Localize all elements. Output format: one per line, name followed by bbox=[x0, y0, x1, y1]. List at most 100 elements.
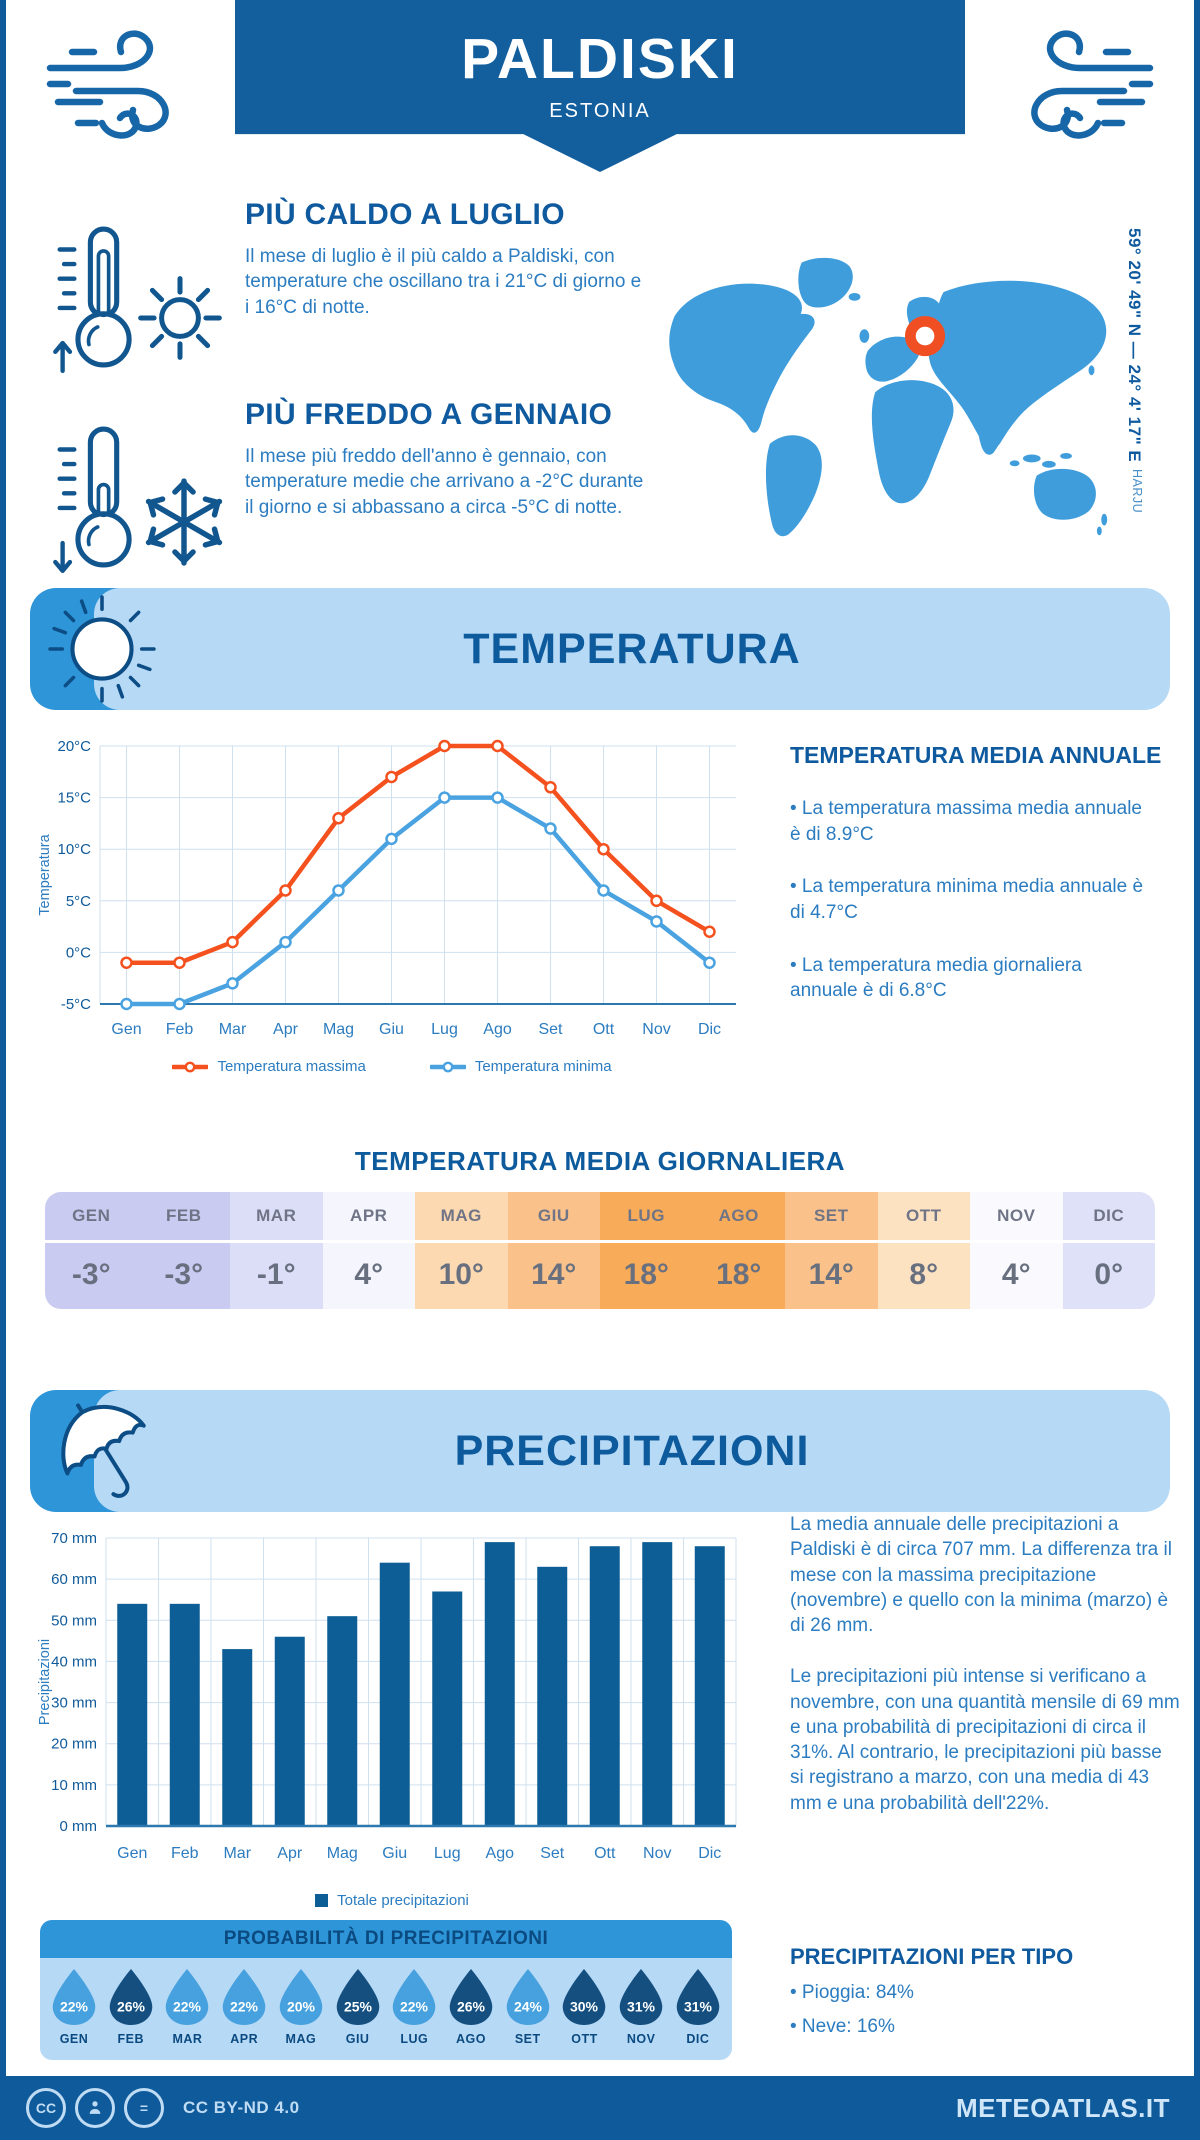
x-tick-label: Apr bbox=[273, 1021, 299, 1038]
droplet-item: 26% FEB bbox=[105, 1968, 157, 2046]
month-label: MAG bbox=[415, 1192, 508, 1243]
data-point bbox=[438, 791, 451, 804]
x-tick-label: Mag bbox=[327, 1845, 358, 1862]
month-column: NOV 4° bbox=[970, 1192, 1063, 1309]
x-tick-label: Gen bbox=[117, 1845, 147, 1862]
license-label: CC BY-ND 4.0 bbox=[183, 2098, 300, 2117]
data-point bbox=[491, 791, 504, 804]
data-point bbox=[597, 884, 610, 897]
precipitation-section-banner: PRECIPITAZIONI bbox=[30, 1390, 1170, 1512]
droplet-month-label: APR bbox=[230, 2032, 259, 2046]
droplet-month-label: MAG bbox=[285, 2032, 317, 2046]
x-tick-label: Giu bbox=[382, 1845, 407, 1862]
y-tick-label: 10 mm bbox=[51, 1777, 97, 1794]
coldest-month-block: PIÙ FREDDO A GENNAIO Il mese più freddo … bbox=[48, 398, 648, 573]
droplet-item: 25% GIU bbox=[332, 1968, 384, 2046]
wind-icon bbox=[1031, 30, 1154, 139]
droplet-icon: 22% bbox=[52, 1968, 96, 2026]
bar bbox=[432, 1591, 463, 1826]
warmest-month-title: PIÙ CALDO A LUGLIO bbox=[245, 198, 565, 231]
y-tick-label: 0 mm bbox=[60, 1818, 98, 1835]
data-point bbox=[491, 739, 504, 753]
warmest-month-text: Il mese di luglio è il più caldo a Paldi… bbox=[245, 246, 642, 318]
precipitation-chart: 0 mm 10 mm 20 mm 30 mm 40 mm 50 mm 60 mm 70 mm G… bbox=[36, 1524, 748, 1881]
droplet-item: 31% DIC bbox=[672, 1968, 724, 2046]
x-tick-label: Apr bbox=[277, 1845, 303, 1862]
month-column: LUG 18° bbox=[600, 1192, 693, 1309]
y-tick-label: 15°C bbox=[57, 790, 91, 807]
legend-item: Totale precipitazioni bbox=[315, 1892, 469, 1909]
x-tick-label: Mag bbox=[323, 1021, 354, 1038]
data-point bbox=[120, 956, 133, 969]
droplet-icon: 26% bbox=[449, 1968, 493, 2026]
month-label: MAR bbox=[230, 1192, 323, 1243]
month-column: GIU 14° bbox=[507, 1192, 600, 1309]
month-label: APR bbox=[322, 1192, 415, 1243]
precipitation-by-type-block: PRECIPITAZIONI PER TIPO • Pioggia: 84% •… bbox=[790, 1944, 1170, 2038]
temperature-chart-legend: Temperatura massima Temperatura minima bbox=[36, 1058, 748, 1075]
data-point bbox=[385, 832, 398, 846]
y-tick-label: 20°C bbox=[57, 738, 91, 755]
droplet-percentage: 26% bbox=[457, 1999, 486, 2015]
droplet-month-label: OTT bbox=[571, 2032, 598, 2046]
warmest-month-block: PIÙ CALDO A LUGLIO Il mese di luglio è i… bbox=[48, 198, 648, 373]
droplet-item: 26% AGO bbox=[445, 1968, 497, 2046]
x-tick-label: Mar bbox=[223, 1845, 251, 1862]
x-tick-label: Dic bbox=[698, 1845, 721, 1862]
data-point bbox=[703, 925, 716, 939]
droplet-icon: 20% bbox=[279, 1968, 323, 2026]
droplet-icon: 31% bbox=[676, 1968, 720, 2026]
legend-swatch bbox=[315, 1894, 329, 1907]
bar bbox=[274, 1636, 305, 1826]
x-tick-label: Lug bbox=[434, 1845, 461, 1862]
y-tick-label: -5°C bbox=[61, 996, 91, 1013]
y-axis-label: Temperatura bbox=[37, 833, 53, 915]
month-label: DIC bbox=[1062, 1192, 1155, 1243]
droplet-item: 20% MAG bbox=[275, 1968, 327, 2046]
month-column: MAR -1° bbox=[230, 1192, 323, 1309]
droplet-month-label: GEN bbox=[59, 2032, 89, 2046]
y-tick-label: 40 mm bbox=[51, 1653, 97, 1670]
month-column: OTT 8° bbox=[877, 1192, 970, 1309]
month-column: SET 14° bbox=[785, 1192, 878, 1309]
droplet-percentage: 31% bbox=[627, 1999, 656, 2015]
annual-min-bullet: • La temperatura minima media annuale è … bbox=[790, 876, 1144, 923]
bar bbox=[589, 1546, 620, 1826]
month-column: DIC 0° bbox=[1062, 1192, 1155, 1309]
droplet-item: 31% NOV bbox=[615, 1968, 667, 2046]
y-tick-label: 70 mm bbox=[51, 1530, 97, 1547]
data-point bbox=[226, 977, 239, 990]
data-point bbox=[385, 770, 398, 784]
droplet-icon: 26% bbox=[109, 1968, 152, 2026]
bar bbox=[169, 1603, 200, 1826]
cc-nd-icon: = bbox=[124, 2088, 164, 2128]
x-tick-label: Ago bbox=[486, 1845, 515, 1862]
droplet-percentage: 22% bbox=[230, 1999, 259, 2015]
cc-attribution-icon bbox=[75, 2088, 115, 2128]
annual-temperature-block: TEMPERATURA MEDIA ANNUALE • La temperatu… bbox=[790, 742, 1170, 1004]
droplet-item: 22% MAR bbox=[161, 1968, 213, 2046]
precipitation-probability-title: PROBABILITÀ DI PRECIPITAZIONI bbox=[40, 1920, 732, 1958]
precipitation-bar-chart-svg: 0 mm 10 mm 20 mm 30 mm 40 mm 50 mm 60 mm 70 mm G… bbox=[37, 1530, 737, 1862]
header-banner: PALDISKI ESTONIA bbox=[235, 0, 965, 172]
month-column: GEN -3° bbox=[45, 1192, 138, 1309]
y-tick-label: 10°C bbox=[57, 841, 91, 858]
month-column: MAG 10° bbox=[415, 1192, 508, 1309]
data-point bbox=[226, 935, 239, 949]
precipitation-by-type-title: PRECIPITAZIONI PER TIPO bbox=[790, 1944, 1074, 1969]
footer: CC = CC BY-ND 4.0 METEOATLAS.IT bbox=[0, 2076, 1200, 2140]
umbrella-banner-icon bbox=[61, 1403, 146, 1498]
temperature-chart: Gen Feb Mar Apr Mag Giu Lug Ago Set Ott Nov Dic -5°C… bbox=[36, 732, 748, 1055]
coldest-month-text: Il mese più freddo dell'anno è gennaio, … bbox=[245, 446, 644, 518]
droplet-item: 24% SET bbox=[502, 1968, 554, 2046]
droplet-percentage: 26% bbox=[117, 1999, 146, 2015]
droplet-month-label: LUG bbox=[400, 2032, 429, 2046]
month-column: AGO 18° bbox=[692, 1192, 785, 1309]
month-mean-temperature: 14° bbox=[531, 1258, 577, 1291]
bar bbox=[379, 1562, 410, 1826]
series-line bbox=[124, 795, 712, 1007]
x-tick-label: Nov bbox=[643, 1845, 671, 1862]
month-mean-temperature: 18° bbox=[623, 1258, 669, 1291]
data-point bbox=[650, 894, 663, 908]
droplet-icon: 30% bbox=[563, 1968, 606, 2026]
